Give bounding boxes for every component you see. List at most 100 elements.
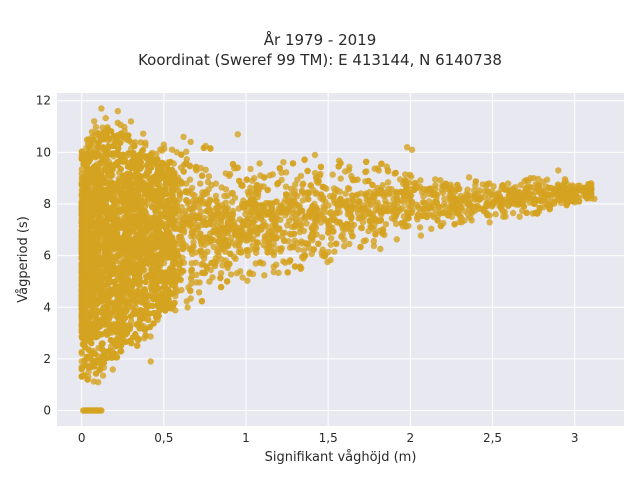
data-point (355, 198, 362, 206)
data-point (545, 191, 552, 198)
data-point (136, 154, 144, 161)
data-point (160, 141, 167, 148)
data-point (357, 243, 364, 251)
data-point (140, 130, 147, 137)
data-point (122, 314, 129, 321)
data-point (275, 269, 282, 276)
data-point (574, 182, 582, 190)
data-point (102, 114, 109, 122)
data-point (294, 192, 301, 200)
data-point (114, 107, 122, 115)
data-point (137, 207, 144, 214)
data-point (402, 171, 409, 178)
data-point (177, 267, 185, 275)
data-point (227, 271, 235, 278)
data-point (282, 169, 290, 176)
data-point (457, 213, 464, 221)
data-point (101, 351, 108, 358)
data-point (176, 190, 184, 198)
data-point (98, 105, 105, 112)
data-point (85, 346, 92, 353)
data-point (229, 210, 236, 218)
data-point (333, 240, 340, 247)
data-point (301, 156, 308, 163)
data-point (282, 206, 289, 213)
data-point (81, 237, 89, 244)
data-point (197, 164, 205, 172)
data-point (417, 232, 425, 239)
data-point (177, 178, 184, 185)
data-point (136, 267, 144, 275)
y-tick-label: 2 (43, 352, 51, 366)
data-point (414, 211, 422, 218)
data-point (337, 159, 344, 167)
data-point (105, 257, 112, 264)
data-point (427, 187, 435, 194)
data-point (403, 144, 411, 151)
data-point (119, 172, 127, 179)
data-point (92, 313, 100, 320)
data-point (520, 203, 528, 210)
data-point (224, 242, 232, 250)
data-point (85, 231, 92, 238)
data-point (504, 180, 512, 187)
data-point (293, 240, 301, 247)
x-tick-label: 0,5 (154, 431, 173, 445)
data-point (291, 223, 298, 230)
data-point (288, 185, 295, 193)
data-point (103, 219, 110, 226)
data-point (87, 257, 95, 264)
data-point (203, 207, 210, 215)
data-point (271, 209, 278, 217)
data-point (459, 196, 466, 204)
data-point (86, 168, 94, 176)
data-point (486, 219, 493, 226)
data-point (484, 211, 491, 219)
data-point (92, 370, 100, 377)
data-point (256, 259, 264, 266)
data-point (244, 252, 251, 259)
data-point (471, 191, 479, 199)
data-point (199, 269, 206, 276)
data-point (451, 221, 458, 228)
data-point (408, 209, 415, 216)
data-point (143, 185, 150, 192)
data-point (148, 233, 155, 241)
data-point (372, 231, 379, 238)
data-point (83, 321, 91, 328)
data-point (131, 275, 138, 283)
data-point (170, 246, 177, 253)
data-point (117, 236, 125, 243)
data-point (99, 372, 107, 379)
data-point (253, 188, 260, 196)
data-point (123, 132, 130, 139)
data-point (555, 167, 562, 174)
data-point (183, 148, 190, 155)
data-point (200, 144, 208, 152)
data-point (209, 228, 216, 236)
chart-title-line2: Koordinat (Sweref 99 TM): E 413144, N 61… (138, 51, 502, 69)
data-point (212, 197, 219, 204)
data-point (182, 188, 189, 195)
data-point (343, 220, 350, 228)
data-point (253, 239, 261, 246)
data-point (91, 173, 99, 180)
data-point (341, 243, 348, 250)
data-point (114, 252, 122, 259)
data-point (453, 197, 460, 204)
data-point (239, 274, 246, 281)
data-point (345, 206, 353, 213)
data-point (433, 198, 440, 206)
data-point (122, 230, 129, 237)
data-point (441, 183, 448, 190)
data-point (188, 280, 195, 287)
data-point (469, 203, 477, 210)
data-point (98, 227, 106, 234)
data-point (104, 125, 111, 133)
data-point (152, 252, 160, 260)
data-point (248, 209, 255, 216)
data-point (362, 237, 369, 244)
data-point (235, 241, 242, 249)
data-point (392, 220, 400, 227)
